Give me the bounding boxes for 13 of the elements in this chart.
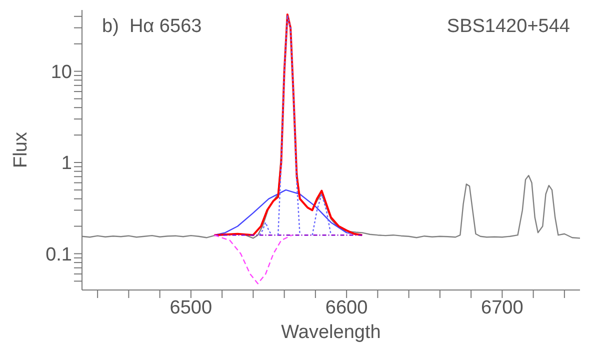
annotation: SBS1420+544 [446, 16, 570, 38]
y-tick-label: 0.1 [46, 244, 72, 266]
line-series [214, 234, 293, 284]
y-tick-label: 1 [61, 153, 72, 174]
x-tick-label: 6700 [481, 297, 524, 318]
y-axis-title: Flux [10, 132, 32, 168]
x-axis-title: Wavelength [281, 322, 381, 343]
line-series [277, 14, 300, 236]
x-tick-label: 6500 [170, 297, 212, 318]
y-tick-label: 10 [50, 62, 72, 84]
x-tick-label: 6600 [325, 297, 368, 318]
annotation: b) Hα 6563 [102, 16, 202, 38]
line-series [213, 13, 364, 236]
